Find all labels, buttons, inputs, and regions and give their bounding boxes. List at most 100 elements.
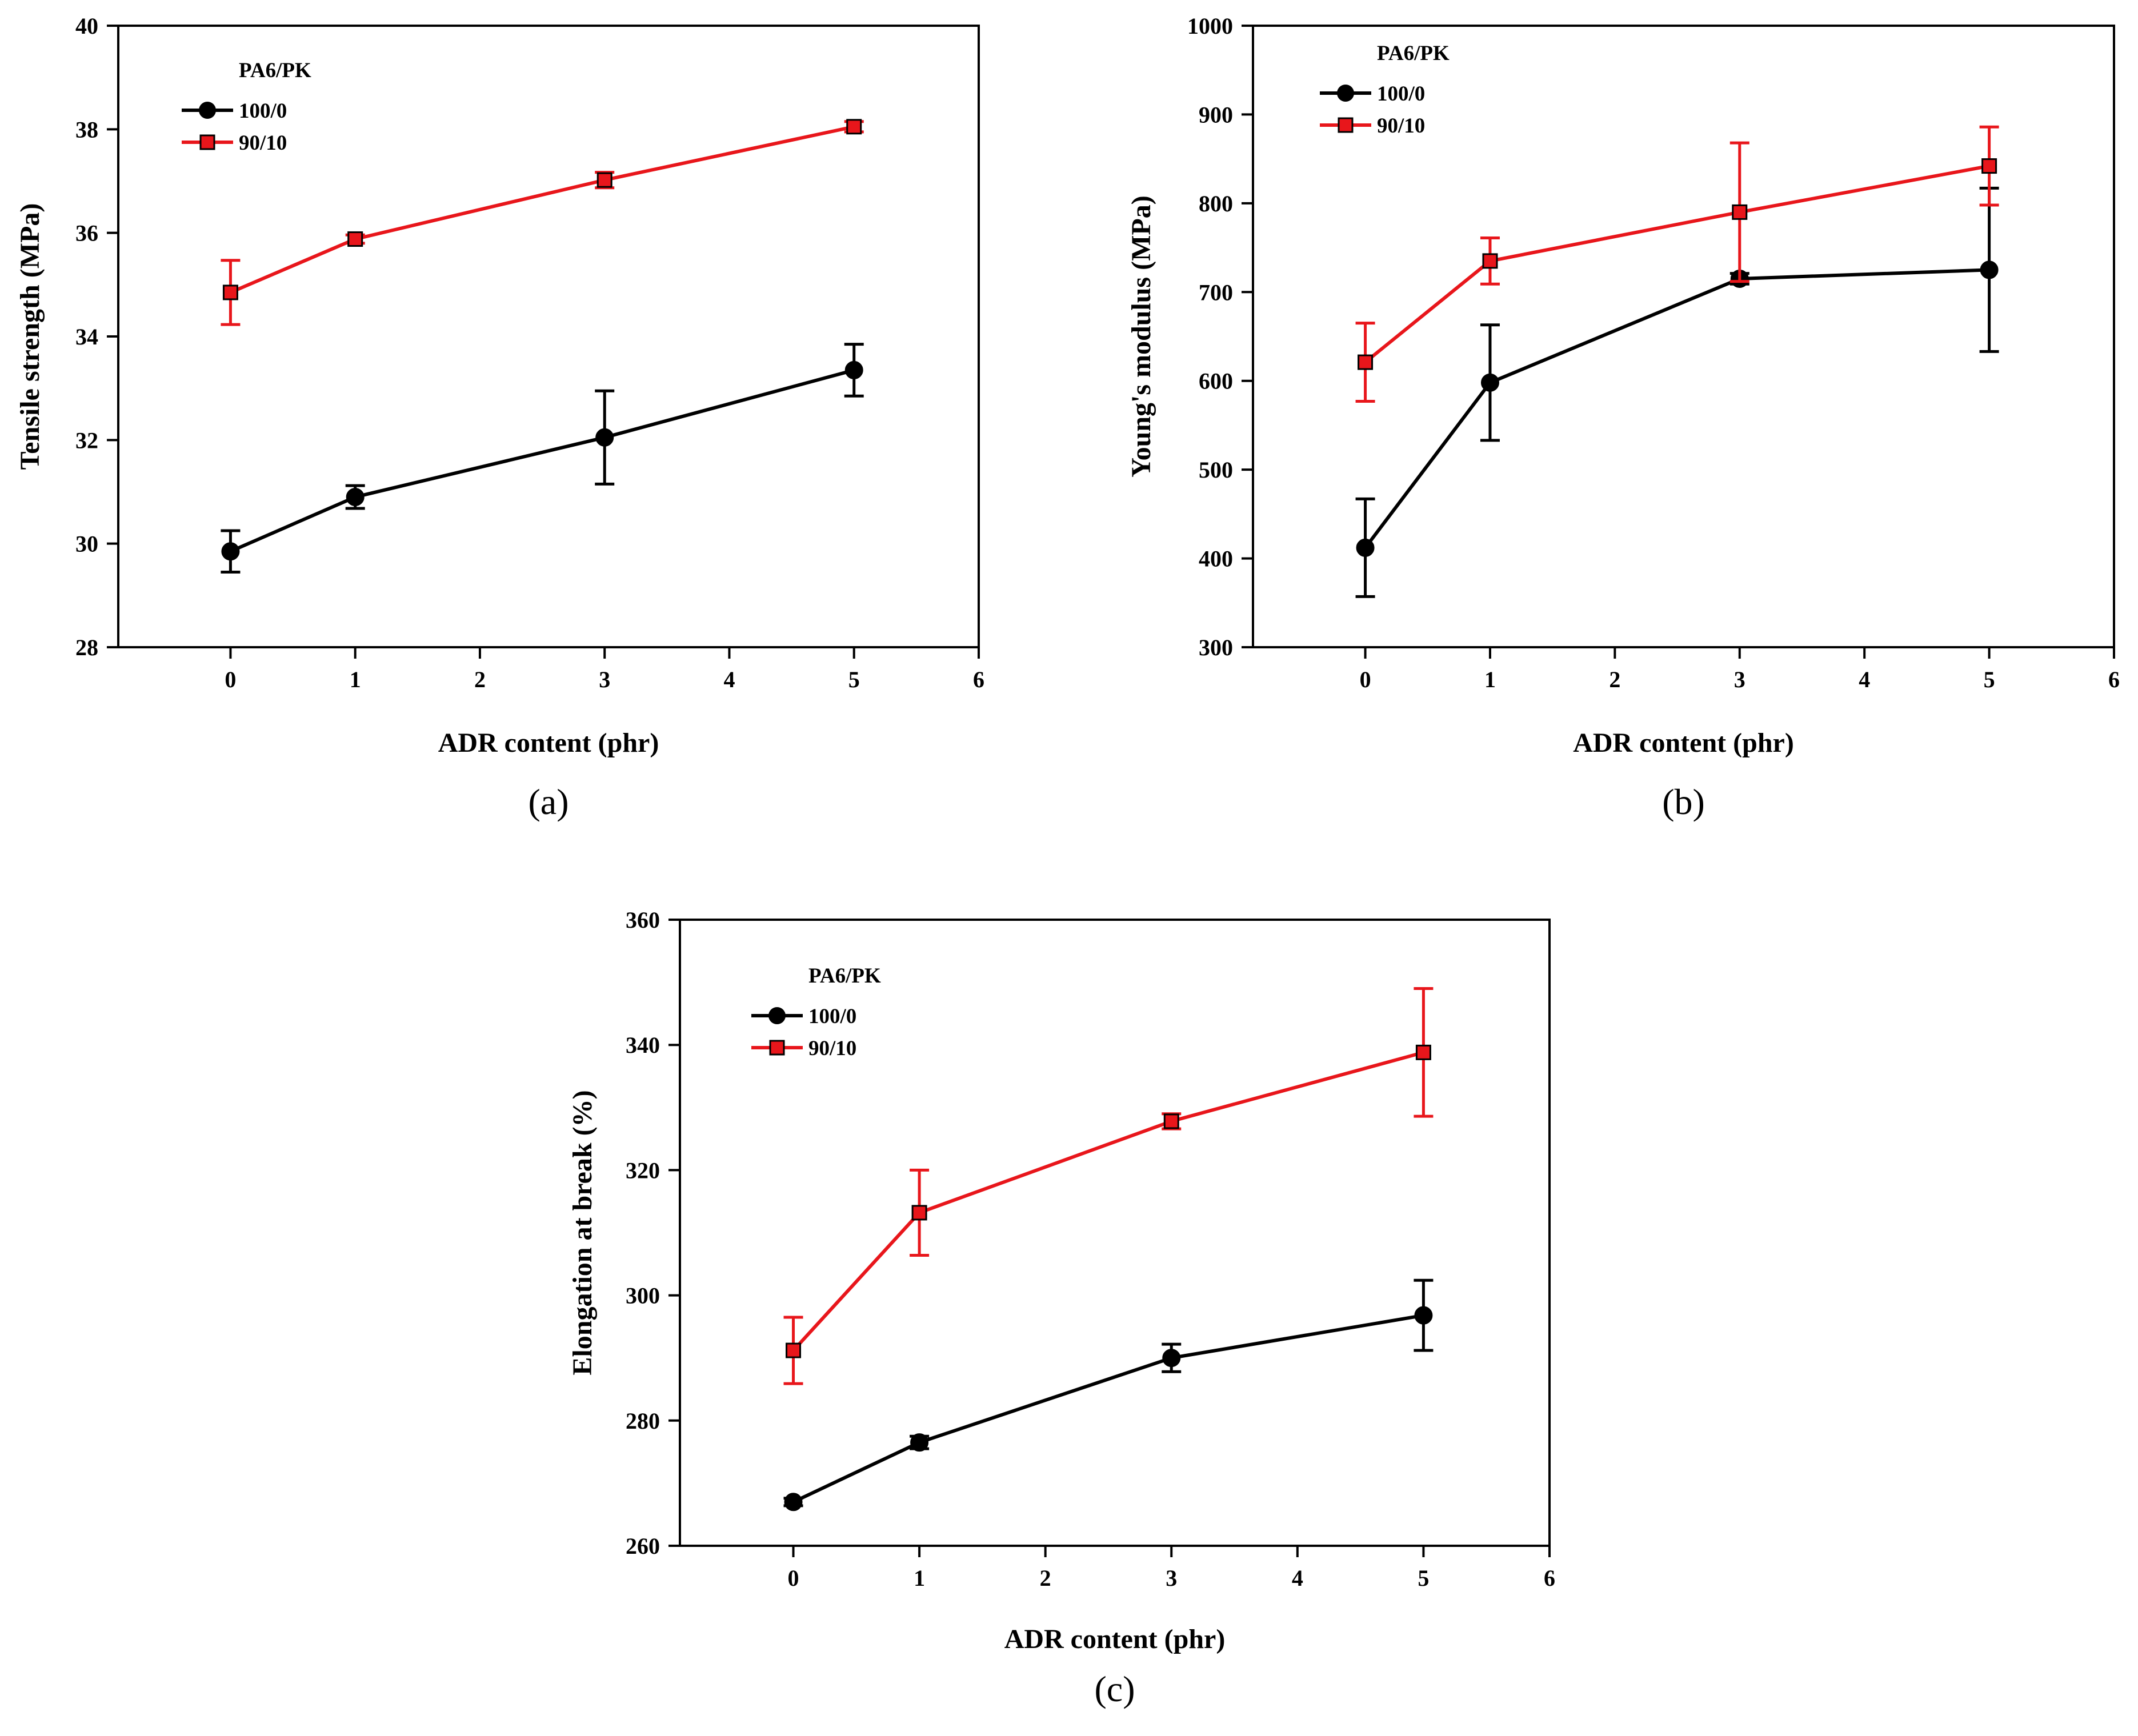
legend: PA6/PK 100/0 90/10	[751, 964, 881, 1060]
y-tick-label: 800	[1199, 191, 1233, 217]
x-tick-label: 5	[848, 667, 860, 692]
legend-label: 100/0	[808, 1005, 856, 1028]
x-tick-label: 0	[225, 667, 236, 692]
panel-label: (c)	[1094, 1669, 1135, 1709]
y-tick-label: 36	[75, 220, 98, 246]
y-tick-label: 600	[1199, 368, 1233, 394]
legend-title: PA6/PK	[1377, 42, 1450, 65]
data-point-square	[846, 119, 862, 135]
data-point-square	[786, 1342, 802, 1358]
y-tick-label: 40	[75, 13, 98, 39]
data-point-square	[1415, 1044, 1431, 1060]
y-tick-label: 32	[75, 427, 98, 453]
data-point-circle	[1162, 1349, 1181, 1368]
legend-label: 100/0	[239, 99, 287, 123]
y-tick-label: 340	[626, 1032, 660, 1058]
data-point-circle	[595, 428, 614, 447]
data-point-square	[1482, 253, 1498, 269]
x-tick-label: 3	[1734, 667, 1745, 692]
x-tick-label: 2	[474, 667, 486, 692]
legend-marker-square	[1338, 117, 1354, 133]
data-point-square	[222, 284, 238, 300]
legend: PA6/PK 100/0 90/10	[182, 59, 311, 155]
series-line-100-0	[230, 368, 855, 554]
x-tick-label: 0	[788, 1565, 799, 1591]
panel-label: (b)	[1662, 781, 1705, 822]
data-point-circle	[1356, 538, 1375, 557]
series-line-90-10	[230, 125, 855, 294]
data-point-circle	[221, 542, 240, 561]
legend-marker-square	[769, 1040, 785, 1056]
data-point-circle	[1980, 260, 1999, 279]
x-tick-label: 5	[1418, 1565, 1429, 1591]
data-point-circle	[346, 488, 365, 507]
legend-label: 90/10	[1377, 114, 1425, 138]
legend-title: PA6/PK	[808, 964, 881, 988]
data-point-circle	[1414, 1306, 1433, 1325]
y-tick-label: 260	[626, 1533, 660, 1559]
y-tick-label: 28	[75, 635, 98, 660]
series-line-100-0	[1364, 268, 1989, 549]
y-tick-label: 280	[626, 1408, 660, 1434]
data-point-square	[596, 172, 612, 188]
data-point-circle	[844, 360, 863, 379]
y-tick-label: 300	[626, 1283, 660, 1309]
x-tick-label: 1	[914, 1565, 925, 1591]
series-line-90-10	[792, 1051, 1424, 1352]
y-tick-label: 320	[626, 1157, 660, 1183]
x-tick-label: 6	[1544, 1565, 1555, 1591]
x-axis-label: ADR content (phr)	[438, 728, 659, 758]
x-tick-label: 4	[1292, 1565, 1303, 1591]
y-axis-label: Young's modulus (MPa)	[1126, 195, 1156, 477]
data-point-circle	[784, 1493, 803, 1512]
data-point-square	[1358, 354, 1374, 370]
x-tick-label: 1	[1484, 667, 1496, 692]
x-tick-label: 3	[599, 667, 610, 692]
y-tick-label: 1000	[1187, 13, 1233, 39]
data-point-square	[911, 1205, 927, 1221]
plot-frame	[1252, 25, 2115, 648]
legend-label: 90/10	[808, 1037, 856, 1060]
y-tick-label: 500	[1199, 457, 1233, 483]
y-tick-label: 38	[75, 117, 98, 142]
x-tick-label: 3	[1166, 1565, 1177, 1591]
y-tick-label: 30	[75, 531, 98, 557]
x-tick-label: 4	[1859, 667, 1870, 692]
data-point-square	[1981, 158, 1997, 174]
x-axis-label: ADR content (phr)	[1573, 728, 1794, 758]
panel-label: (a)	[528, 781, 568, 822]
x-tick-label: 2	[1609, 667, 1620, 692]
series-line-90-10	[1364, 164, 1990, 364]
x-tick-label: 6	[2108, 667, 2120, 692]
legend-marker-circle	[1337, 85, 1354, 102]
x-axis-label: ADR content (phr)	[1004, 1624, 1226, 1654]
x-tick-label: 0	[1360, 667, 1371, 692]
legend-title: PA6/PK	[239, 59, 311, 82]
x-tick-label: 1	[350, 667, 361, 692]
data-point-circle	[910, 1433, 929, 1452]
panel-c: 0 1 2 3 4 5 6 260 280 300 320 340 360 ADR content (ph…	[567, 907, 1555, 1709]
data-point-circle	[1480, 373, 1499, 392]
y-tick-label: 300	[1199, 635, 1233, 660]
y-tick-label: 700	[1199, 279, 1233, 305]
legend-marker-circle	[199, 102, 216, 119]
series-line-100-0	[792, 1313, 1424, 1504]
x-tick-label: 5	[1984, 667, 1995, 692]
data-point-square	[1732, 204, 1748, 220]
x-tick-label: 2	[1040, 1565, 1051, 1591]
data-point-square	[1163, 1113, 1179, 1129]
y-tick-label: 400	[1199, 546, 1233, 572]
legend-marker-circle	[768, 1007, 786, 1024]
x-tick-label: 4	[723, 667, 735, 692]
legend-label: 100/0	[1377, 82, 1425, 106]
data-point-square	[347, 231, 363, 247]
y-axis-label: Elongation at break (%)	[567, 1090, 598, 1375]
x-tick-label: 6	[973, 667, 984, 692]
legend-label: 90/10	[239, 131, 287, 155]
y-tick-label: 34	[75, 324, 98, 350]
plot-frame	[679, 919, 1551, 1547]
panel-b: 0 1 2 3 4 5 6 300 400 500 600 700 800 900 1000 ADR cont…	[1126, 13, 2120, 822]
y-tick-label: 900	[1199, 102, 1233, 127]
